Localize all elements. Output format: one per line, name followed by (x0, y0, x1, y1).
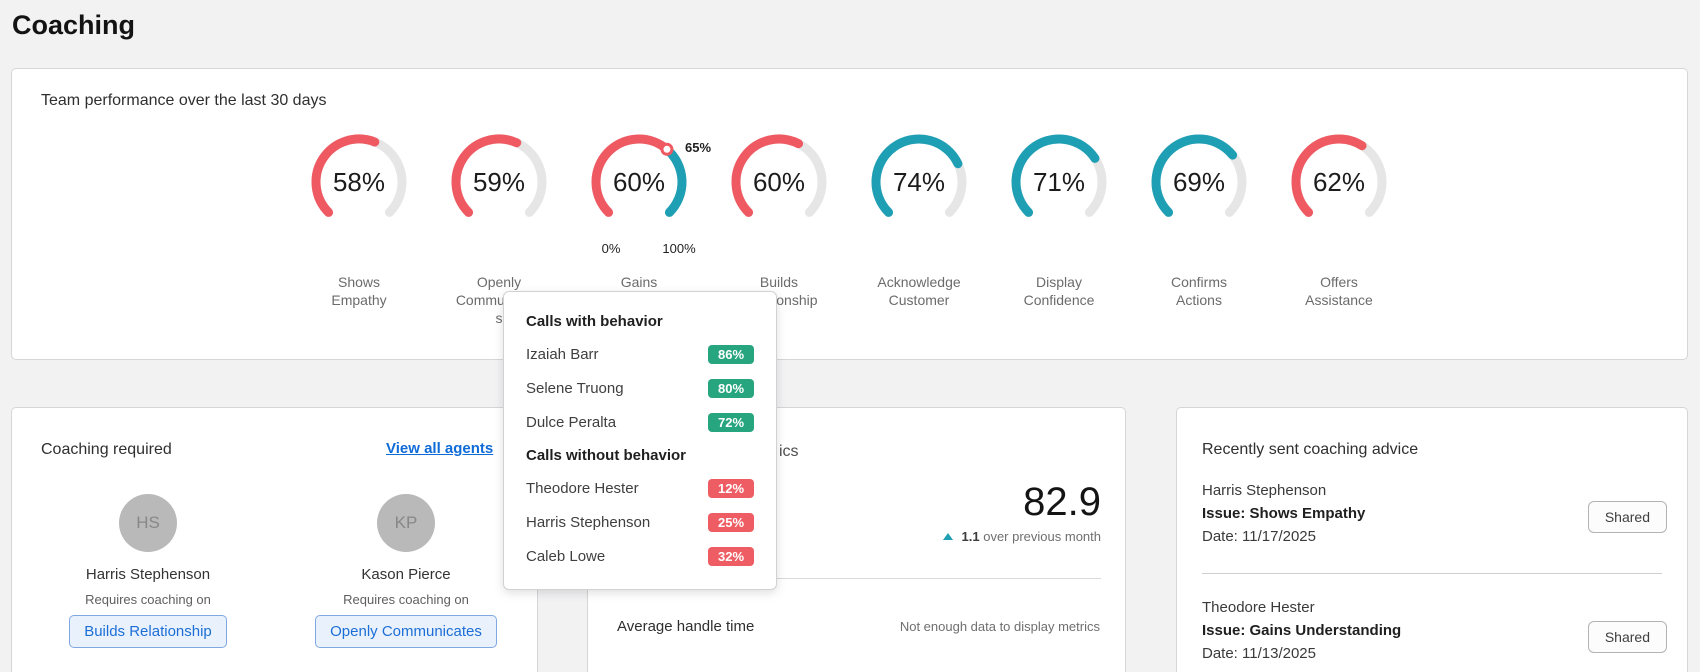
behavior-percent-badge: 80% (708, 378, 754, 398)
behavior-row: Harris Stephenson 25% (526, 505, 754, 539)
metric-block: 82.9 1.1 over previous month (942, 480, 1101, 544)
behavior-percent-badge: 25% (708, 512, 754, 532)
agent-note: Requires coaching on (343, 592, 469, 607)
gauge-confirms-actions[interactable]: 69% Confirms Actions (1129, 132, 1269, 367)
advice-date: Date: 11/13/2025 (1202, 645, 1316, 662)
behavior-row: Caleb Lowe 32% (526, 539, 754, 573)
metric-delta: 1.1 over previous month (942, 529, 1101, 544)
view-all-agents-link[interactable]: View all agents (386, 440, 494, 457)
gauge-max-label: 100% (662, 241, 696, 256)
behavior-percent-badge: 72% (708, 412, 754, 432)
arrow-up-icon (942, 533, 953, 540)
coaching-required-card: Coaching required View all agents HS Harr… (11, 407, 538, 672)
gauge-marker-label: 65% (685, 140, 712, 155)
advice-agent-name: Theodore Hester (1202, 599, 1315, 616)
metric-delta-number: 1.1 (961, 529, 980, 544)
gauge-label: Confirms Actions (1170, 274, 1227, 308)
gauge-offers-assistance[interactable]: 62% Offers Assistance (1269, 132, 1409, 367)
gauge-value: 58% (332, 167, 386, 197)
team-performance-card: Team performance over the last 30 days 5… (11, 68, 1688, 360)
gauge-label: Offers Assistance (1305, 274, 1373, 308)
calls-with-behavior-heading: Calls with behavior (526, 312, 663, 330)
average-handle-time-status: Not enough data to display metrics (899, 619, 1100, 634)
average-handle-time-label: Average handle time (617, 618, 755, 635)
behavior-percent-badge: 12% (708, 478, 754, 498)
behavior-percent-badge: 86% (708, 344, 754, 364)
advice-item: Theodore Hester Issue: Gains Understandin… (1202, 596, 1567, 665)
gauge-label: Acknowledge Customer (877, 274, 961, 308)
behavior-agent-name: Harris Stephenson (526, 513, 651, 531)
behavior-agent-name: Selene Truong (526, 379, 624, 397)
behavior-chip-button[interactable]: Builds Relationship (69, 615, 227, 648)
shared-status-button[interactable]: Shared (1587, 501, 1667, 533)
gauge-label: Display Confidence (1023, 274, 1095, 308)
gauge-min-label: 0% (601, 241, 621, 256)
gauge-value: 74% (892, 167, 946, 197)
behavior-agent-name: Izaiah Barr (526, 345, 599, 363)
agent-name: Kason Pierce (361, 566, 451, 583)
metric-value: 82.9 (1023, 480, 1101, 524)
recent-advice-title: Recently sent coaching advice (1202, 441, 1419, 458)
calls-without-behavior-heading: Calls without behavior (526, 446, 687, 464)
shared-status-button[interactable]: Shared (1587, 621, 1667, 653)
coaching-required-title: Coaching required (41, 441, 172, 458)
gauge-value: 71% (1032, 167, 1086, 197)
advice-item: Harris Stephenson Issue: Shows Empathy Dat… (1202, 479, 1567, 548)
behavior-percent-badge: 32% (708, 546, 754, 566)
gauge-value: 62% (1312, 167, 1366, 197)
agent-column: HS Harris Stephenson Requires coaching on B… (33, 494, 263, 648)
advice-date: Date: 11/17/2025 (1202, 528, 1316, 545)
average-handle-time-row: Average handle time Not enough data to d… (617, 618, 1100, 635)
avatar: KP (377, 494, 435, 552)
agent-column: KP Kason Pierce Requires coaching on Openly… (291, 494, 521, 648)
recent-advice-card: Recently sent coaching advice Harris Ste… (1176, 407, 1688, 672)
advice-agent-name: Harris Stephenson (1202, 482, 1327, 499)
behavior-row: Selene Truong 80% (526, 371, 754, 405)
gauge-value: 60% (752, 167, 806, 197)
behavior-agent-name: Caleb Lowe (526, 547, 606, 565)
behavior-row: Izaiah Barr 86% (526, 337, 754, 371)
advice-issue: Issue: Shows Empathy (1202, 505, 1366, 522)
behavior-row: Dulce Peralta 72% (526, 405, 754, 439)
page-title: Coaching (12, 10, 136, 40)
metrics-divider (612, 578, 1101, 579)
gauge-display-confidence[interactable]: 71% Display Confidence (989, 132, 1129, 367)
behavior-agent-name: Theodore Hester (526, 479, 639, 497)
behavior-agent-name: Dulce Peralta (526, 413, 617, 431)
behavior-chip-button[interactable]: Openly Communicates (315, 615, 497, 648)
gauge-label: Shows Empathy (331, 274, 387, 308)
agent-name: Harris Stephenson (85, 566, 211, 583)
behavior-tooltip: Calls with behavior Izaiah Barr 86% Selene… (503, 291, 777, 590)
gauge-value: 59% (472, 167, 526, 197)
team-performance-title: Team performance over the last 30 days (41, 92, 327, 109)
gauge-value: 69% (1172, 167, 1226, 197)
agent-note: Requires coaching on (85, 592, 211, 607)
advice-divider (1202, 573, 1662, 574)
advice-issue: Issue: Gains Understanding (1202, 622, 1402, 639)
gauge-value: 60% (612, 167, 666, 197)
metrics-card-title-fragment: ics (779, 443, 799, 460)
avatar: HS (119, 494, 177, 552)
metric-delta-text: over previous month (983, 529, 1101, 544)
behavior-row: Theodore Hester 12% (526, 471, 754, 505)
gauge-acknowledge-customer[interactable]: 74% Acknowledge Customer (849, 132, 989, 367)
gauge-shows-empathy[interactable]: 58% Shows Empathy (289, 132, 429, 367)
